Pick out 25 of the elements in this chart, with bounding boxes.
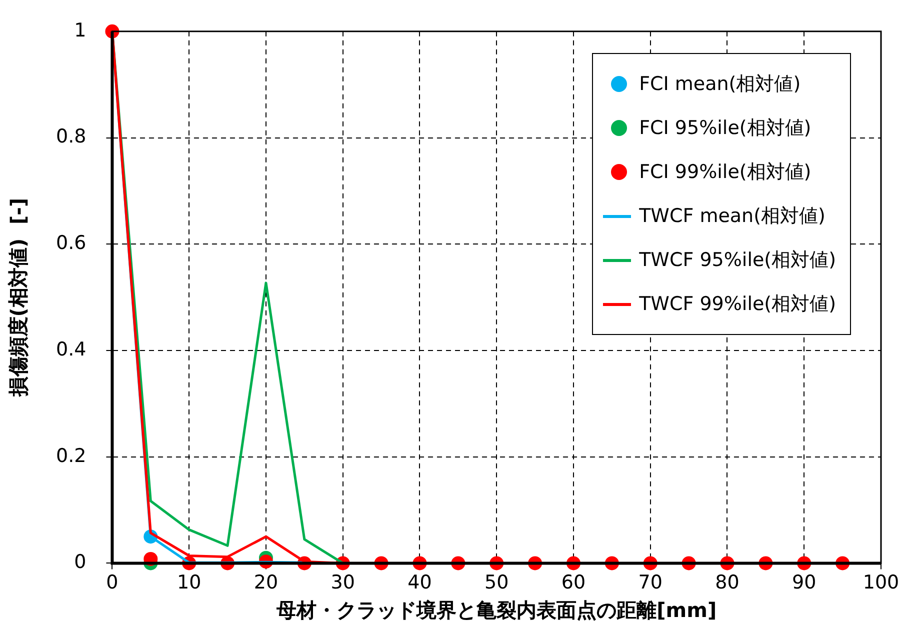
y-tick-label: 0.8 [56, 126, 86, 148]
y-axis-title: 損傷頻度(相対値) [-] [6, 198, 30, 398]
y-tick-label: 0.4 [56, 338, 86, 360]
x-tick-label: 30 [330, 572, 355, 594]
legend-label: TWCF 95%ile(相対値) [639, 248, 836, 274]
x-tick-label: 0 [106, 572, 118, 594]
legend-label: FCI 95%ile(相対値) [639, 116, 812, 142]
legend-label: TWCF 99%ile(相対値) [639, 292, 836, 318]
y-tick-label: 0.6 [56, 232, 86, 254]
x-tick-label: 60 [561, 572, 586, 594]
x-tick-label: 90 [792, 572, 816, 594]
y-tick-label: 0.2 [56, 444, 86, 467]
x-tick-label: 10 [177, 572, 202, 594]
legend-label: FCI mean(相対値) [639, 72, 801, 98]
x-tick-label: 70 [638, 572, 662, 594]
y-tick-label: 1 [74, 19, 86, 42]
x-tick-label: 80 [715, 572, 740, 594]
y-tick-label: 0 [74, 551, 86, 574]
x-tick-label: 100 [862, 572, 900, 594]
legend-label: TWCF mean(相対値) [639, 204, 826, 230]
x-axis-title: 母材・クラッド境界と亀裂内表面点の距離[mm] [276, 598, 717, 622]
x-tick-label: 40 [408, 572, 432, 594]
legend-label: FCI 99%ile(相対値) [639, 160, 812, 186]
x-tick-label: 20 [254, 572, 278, 594]
x-tick-label: 50 [484, 572, 509, 594]
